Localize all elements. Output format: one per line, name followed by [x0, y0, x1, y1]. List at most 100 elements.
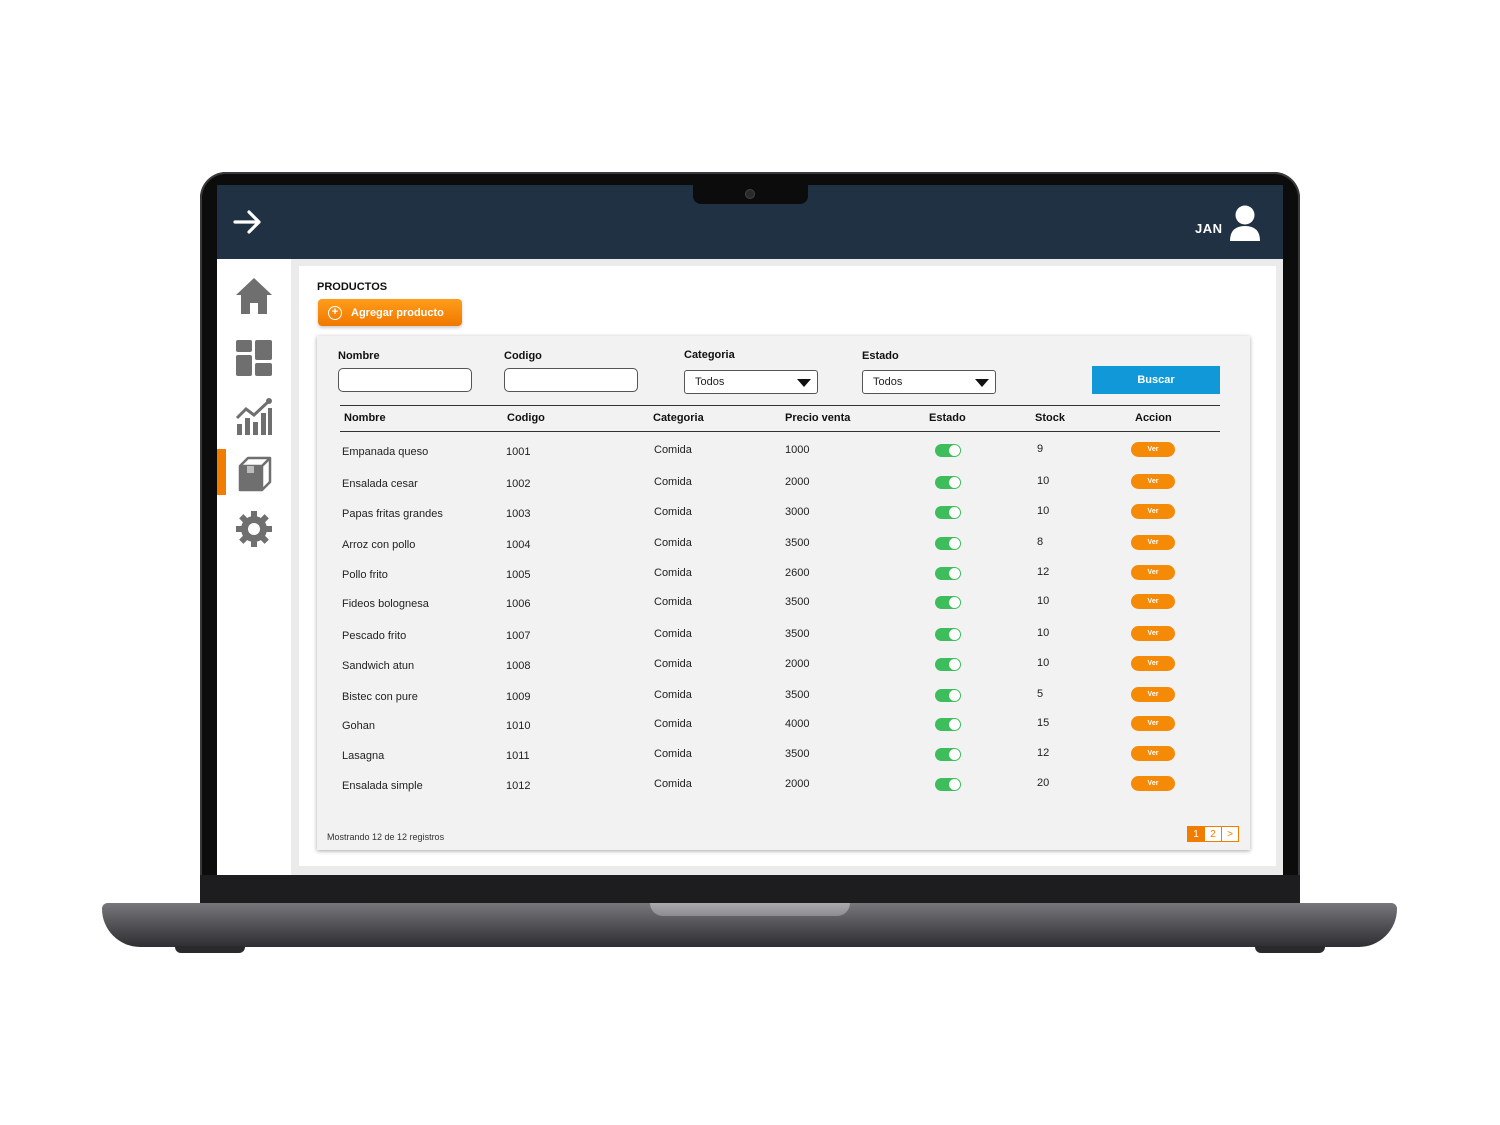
cell-name: Pollo frito: [342, 569, 388, 581]
cell-stock: 10: [1037, 627, 1050, 639]
category-select[interactable]: Todos: [684, 370, 818, 394]
status-toggle[interactable]: [935, 748, 961, 761]
cell-category: Comida: [654, 537, 692, 549]
cell-stock: 20: [1037, 777, 1050, 789]
cell-price: 1000: [785, 444, 810, 456]
column-header-price: Precio venta: [785, 412, 851, 424]
view-button[interactable]: Ver: [1131, 716, 1175, 731]
sidebar-item-home[interactable]: [217, 271, 291, 319]
status-toggle[interactable]: [935, 537, 961, 550]
view-button[interactable]: Ver: [1131, 565, 1175, 580]
code-input[interactable]: [504, 368, 638, 392]
camera-icon: [745, 189, 755, 199]
cell-price: 3500: [785, 689, 810, 701]
column-header-category: Categoria: [653, 412, 704, 424]
view-button[interactable]: Ver: [1131, 474, 1175, 489]
sidebar-item-dashboard[interactable]: [217, 333, 291, 381]
cell-category: Comida: [654, 778, 692, 790]
status-toggle[interactable]: [935, 628, 961, 641]
screen: JAN: [217, 185, 1283, 875]
filter-category-label: Categoria: [684, 349, 735, 361]
page-button-1[interactable]: 1: [1187, 826, 1205, 842]
laptop-foot: [1255, 946, 1325, 953]
status-toggle[interactable]: [935, 689, 961, 702]
user-avatar-icon[interactable]: [1228, 205, 1262, 243]
view-button[interactable]: Ver: [1131, 776, 1175, 791]
main-panel: PRODUCTOS + Agregar producto Nombre Codi…: [299, 266, 1276, 866]
column-header-stock: Stock: [1035, 412, 1065, 424]
view-button[interactable]: Ver: [1131, 442, 1175, 457]
status-toggle[interactable]: [935, 658, 961, 671]
status-toggle[interactable]: [935, 567, 961, 580]
cell-stock: 15: [1037, 717, 1050, 729]
cell-code: 1008: [506, 660, 531, 672]
status-toggle[interactable]: [935, 596, 961, 609]
cell-category: Comida: [654, 718, 692, 730]
column-header-name: Nombre: [344, 412, 386, 424]
column-header-status: Estado: [929, 412, 966, 424]
cell-stock: 8: [1037, 536, 1044, 548]
filter-status-label: Estado: [862, 350, 899, 362]
sidebar: [217, 259, 291, 875]
cell-code: 1002: [506, 478, 531, 490]
view-button[interactable]: Ver: [1131, 656, 1175, 671]
cell-price: 2000: [785, 778, 810, 790]
cell-name: Papas fritas grandes: [342, 508, 443, 520]
next-page-button[interactable]: >: [1221, 826, 1239, 842]
status-toggle[interactable]: [935, 476, 961, 489]
cell-stock: 10: [1037, 657, 1050, 669]
cell-code: 1006: [506, 598, 531, 610]
status-select[interactable]: Todos: [862, 370, 996, 394]
status-toggle[interactable]: [935, 444, 961, 457]
cell-category: Comida: [654, 444, 692, 456]
cell-code: 1007: [506, 630, 531, 642]
laptop-thumb-notch: [650, 903, 850, 916]
name-input[interactable]: [338, 368, 472, 392]
cell-stock: 12: [1037, 566, 1050, 578]
cell-name: Ensalada simple: [342, 780, 423, 792]
filter-name-label: Nombre: [338, 350, 380, 362]
user-name: JAN: [1195, 221, 1223, 236]
home-icon: [236, 278, 272, 314]
column-header-code: Codigo: [507, 412, 545, 424]
sidebar-item-products[interactable]: [217, 449, 291, 497]
view-button[interactable]: Ver: [1131, 594, 1175, 609]
cell-category: Comida: [654, 748, 692, 760]
cell-stock: 12: [1037, 747, 1050, 759]
dashboard-icon: [236, 340, 272, 376]
page-button-2[interactable]: 2: [1204, 826, 1222, 842]
status-toggle[interactable]: [935, 718, 961, 731]
cell-code: 1010: [506, 720, 531, 732]
cell-category: Comida: [654, 658, 692, 670]
view-button[interactable]: Ver: [1131, 535, 1175, 550]
cell-code: 1011: [506, 750, 530, 762]
laptop-hinge: [200, 875, 1300, 905]
cell-code: 1012: [506, 780, 531, 792]
cell-category: Comida: [654, 689, 692, 701]
view-button[interactable]: Ver: [1131, 746, 1175, 761]
view-button[interactable]: Ver: [1131, 626, 1175, 641]
cell-stock: 10: [1037, 505, 1050, 517]
page-title: PRODUCTOS: [317, 281, 388, 293]
cell-name: Fideos bolognesa: [342, 598, 429, 610]
view-button[interactable]: Ver: [1131, 504, 1175, 519]
cell-name: Empanada queso: [342, 446, 429, 458]
search-button[interactable]: Buscar: [1092, 366, 1220, 394]
plus-circle-icon: +: [328, 305, 342, 320]
view-button[interactable]: Ver: [1131, 687, 1175, 702]
table-top-divider: [340, 405, 1220, 406]
cell-price: 3500: [785, 596, 810, 608]
sidebar-item-settings[interactable]: [217, 504, 291, 552]
status-toggle[interactable]: [935, 506, 961, 519]
cell-price: 2000: [785, 476, 810, 488]
cell-stock: 9: [1037, 443, 1044, 455]
cell-price: 3500: [785, 628, 810, 640]
status-toggle[interactable]: [935, 778, 961, 791]
arrow-right-icon[interactable]: [233, 209, 263, 235]
column-header-action: Accion: [1135, 412, 1172, 424]
sidebar-item-reports[interactable]: [217, 392, 291, 440]
cell-price: 2600: [785, 567, 810, 579]
status-select-value: Todos: [873, 376, 903, 388]
cell-price: 2000: [785, 658, 810, 670]
add-product-button[interactable]: + Agregar producto: [318, 299, 462, 326]
